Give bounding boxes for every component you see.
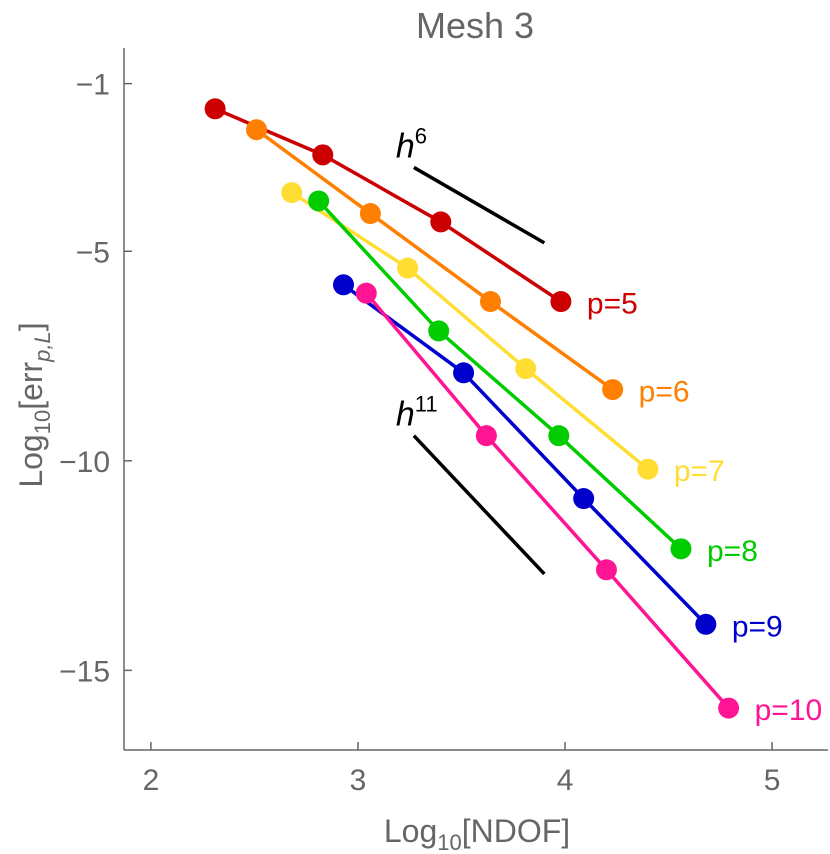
slope-label: h11 bbox=[396, 392, 438, 434]
data-point bbox=[204, 98, 226, 120]
data-point bbox=[475, 425, 497, 447]
y-tick-label: −1 bbox=[76, 69, 110, 102]
data-point bbox=[453, 362, 475, 384]
series-line bbox=[342, 283, 708, 626]
slope-label: h6 bbox=[396, 123, 427, 165]
slope-line bbox=[413, 165, 546, 245]
series-group: p=5 p=6 p=7 p=8 p=9 p=10 bbox=[204, 98, 823, 727]
data-point bbox=[397, 257, 419, 279]
data-point bbox=[695, 613, 717, 635]
data-point bbox=[637, 458, 659, 480]
axis-ticks: 2 3 4 5 −1 −5 −10 −15 bbox=[59, 69, 780, 797]
data-point bbox=[550, 291, 572, 313]
x-tick-label: 5 bbox=[764, 764, 781, 797]
x-tick-label: 4 bbox=[557, 764, 574, 797]
data-point bbox=[718, 697, 740, 719]
data-point bbox=[281, 182, 303, 204]
series-label: p=6 bbox=[639, 376, 690, 409]
data-point bbox=[602, 379, 624, 401]
data-point bbox=[515, 358, 537, 380]
data-point bbox=[355, 282, 377, 304]
data-point bbox=[430, 211, 452, 233]
data-point bbox=[595, 559, 617, 581]
data-point bbox=[670, 538, 692, 560]
series-label: p=7 bbox=[674, 455, 725, 488]
series-label: p=9 bbox=[732, 610, 783, 643]
x-axis-label: Log10[NDOF] bbox=[384, 813, 570, 854]
y-tick-label: −15 bbox=[59, 655, 110, 688]
data-point bbox=[246, 119, 268, 141]
x-tick-label: 2 bbox=[143, 764, 160, 797]
y-tick-label: −5 bbox=[76, 236, 110, 269]
data-point bbox=[308, 190, 330, 212]
data-point bbox=[479, 291, 501, 313]
data-point bbox=[359, 203, 381, 225]
series-label: p=10 bbox=[755, 694, 823, 727]
series-line bbox=[317, 199, 683, 551]
slope-markers: h6 h11 bbox=[396, 123, 546, 576]
slope-line bbox=[412, 434, 546, 576]
x-tick-label: 3 bbox=[350, 764, 367, 797]
series-line bbox=[214, 107, 562, 304]
y-axis-label: Log10[errp,L] bbox=[13, 322, 55, 487]
series-line bbox=[290, 191, 649, 471]
series-label: p=5 bbox=[587, 288, 638, 321]
data-point bbox=[332, 274, 354, 296]
data-point bbox=[428, 320, 450, 342]
series-line bbox=[255, 128, 614, 391]
data-point bbox=[548, 425, 570, 447]
series-line bbox=[364, 292, 730, 710]
y-tick-label: −10 bbox=[59, 446, 110, 479]
data-point bbox=[312, 144, 334, 166]
chart-title: Mesh 3 bbox=[416, 5, 534, 46]
data-point bbox=[573, 488, 595, 510]
series-label: p=8 bbox=[707, 535, 758, 568]
